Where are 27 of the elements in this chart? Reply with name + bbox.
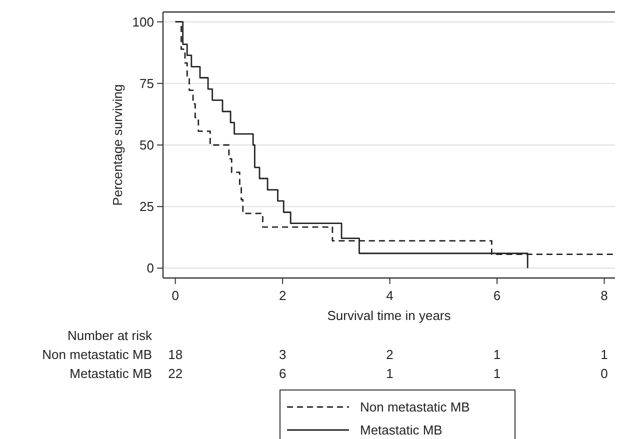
legend-label: Metastatic MB [360,422,442,438]
x-axis-title: Survival time in years [327,308,452,323]
x-tick-label: 4 [386,288,394,303]
text: Number at risk [67,328,152,343]
y-tick-label: 100 [132,14,154,30]
y-tick-label: 75 [140,76,154,91]
text: 2 [386,347,394,362]
text: 1 [386,366,394,381]
text: 6 [278,366,286,381]
text: 0 [600,366,608,381]
x-tick-label: 6 [493,288,501,303]
text: 1 [600,347,608,362]
text: 3 [278,347,286,362]
y-tick-label: 25 [140,199,154,214]
y-axis-title: Percentage surviving [110,84,125,206]
x-tick-label: 2 [278,288,286,303]
y-tick-label: 0 [146,260,154,276]
x-tick-label: 8 [600,288,608,303]
text: 1 [493,347,501,362]
text: Metastatic MB [70,366,152,381]
text: Non metastatic MB [42,347,152,362]
legend-label: Non metastatic MB [360,400,470,415]
text: 18 [168,347,183,362]
text: 22 [168,366,183,381]
x-tick-label: 0 [172,288,179,303]
text: 1 [493,366,501,381]
y-tick-label: 50 [140,138,154,153]
